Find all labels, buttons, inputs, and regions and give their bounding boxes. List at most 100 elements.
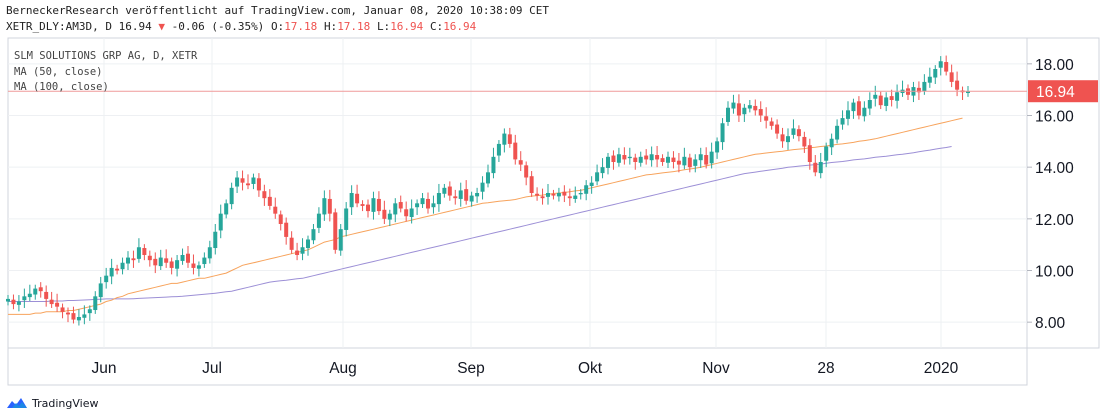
x-tick-label: Aug — [329, 360, 357, 377]
candle-body — [38, 287, 43, 292]
candle-body — [573, 195, 578, 199]
high-label: H: — [323, 20, 338, 33]
high-value: 17.18 — [337, 20, 371, 33]
candle-body — [256, 178, 261, 191]
candle-body — [16, 301, 21, 305]
candle-body — [480, 182, 485, 192]
candle-body — [404, 209, 409, 217]
candle-body — [458, 190, 463, 199]
candle-body — [267, 196, 272, 206]
candle-body — [807, 145, 812, 162]
candle-body — [856, 101, 861, 116]
candle-body — [180, 255, 185, 261]
candle-body — [87, 309, 92, 314]
candle-body — [131, 258, 136, 261]
y-tick-label: 14.00 — [1035, 160, 1074, 177]
candle-body — [246, 183, 250, 186]
candle-body — [142, 248, 147, 255]
candle-body — [753, 105, 758, 111]
candle-body — [355, 193, 360, 204]
last-price-tag — [1028, 80, 1098, 103]
candle-body — [780, 134, 785, 142]
candle-body — [393, 203, 398, 215]
ma50-line — [8, 117, 963, 315]
y-tick-label: 18.00 — [1035, 57, 1074, 74]
candle-body — [671, 157, 676, 162]
candle-body — [496, 143, 501, 156]
candle-body — [327, 198, 332, 214]
open-value: 17.18 — [284, 20, 318, 33]
candle-body — [660, 158, 665, 162]
candle-body — [551, 193, 556, 196]
candle-body — [606, 156, 610, 168]
candle-body — [147, 255, 152, 261]
low-label: L: — [376, 20, 391, 33]
x-tick-label: Jul — [202, 360, 222, 377]
time-axis — [7, 347, 1028, 386]
candle-body — [524, 165, 529, 178]
candle-body — [213, 231, 218, 249]
candle-body — [398, 202, 403, 209]
x-tick-label: Sep — [457, 360, 485, 377]
candle-body — [136, 247, 141, 259]
candle-body — [600, 167, 605, 174]
tradingview-footer[interactable]: TradingView — [6, 396, 98, 410]
candle-body — [262, 191, 267, 199]
candle-body — [726, 107, 730, 122]
candle-body — [747, 105, 752, 109]
candle-body — [469, 195, 474, 202]
candle-body — [300, 247, 305, 254]
legend-ma100: MA (100, close) — [14, 81, 109, 93]
y-tick-label: 8.00 — [1035, 315, 1066, 332]
candle-body — [644, 155, 649, 160]
legend-ma50: MA (50, close) — [14, 66, 103, 78]
candle-body — [507, 134, 512, 144]
candle-body — [104, 275, 109, 283]
candle-body — [382, 209, 387, 219]
symbol-label: XETR_DLY:AM3D, D — [6, 20, 112, 33]
candle-body — [616, 154, 621, 163]
candle-body — [884, 97, 889, 106]
candle-body — [44, 291, 49, 299]
candle-body — [775, 124, 780, 134]
candle-body — [502, 133, 507, 145]
candle-body — [698, 154, 703, 161]
candle-body — [11, 299, 16, 305]
candle-body — [829, 138, 834, 148]
candle-body — [720, 123, 725, 143]
candle-body — [916, 87, 921, 93]
candle-body — [556, 193, 561, 197]
open-label: O: — [270, 20, 285, 33]
candle-body — [316, 213, 321, 228]
candle-body — [55, 302, 60, 307]
candle-body — [366, 204, 370, 212]
candle-body — [229, 187, 234, 205]
candle-body — [791, 128, 796, 135]
candle-body — [164, 258, 169, 263]
candle-body — [115, 268, 120, 271]
candle-body — [66, 312, 70, 315]
candle-body — [589, 182, 594, 187]
candle-body — [109, 267, 114, 277]
candle-body — [207, 247, 212, 259]
candle-body — [889, 96, 894, 100]
quote-line: XETR_DLY:AM3D, D 16.94 ▼ -0.06 (-0.35%) … — [6, 20, 476, 33]
candle-body — [840, 118, 845, 125]
candle-body — [966, 91, 970, 94]
x-tick-label: Jun — [92, 360, 117, 377]
x-tick-label: 28 — [817, 360, 834, 377]
x-tick-label: 2020 — [924, 360, 959, 377]
tradingview-brand: TradingView — [32, 396, 99, 410]
candle-body — [731, 102, 736, 109]
candle-body — [578, 193, 583, 195]
candle-body — [224, 203, 229, 215]
candle-body — [567, 196, 572, 199]
candle-body — [33, 288, 38, 295]
candle-body — [895, 92, 900, 101]
candle-body — [196, 265, 201, 269]
candle-body — [464, 189, 469, 201]
candle-body — [633, 157, 638, 162]
candle-body — [322, 198, 327, 215]
candle-body — [453, 196, 458, 199]
